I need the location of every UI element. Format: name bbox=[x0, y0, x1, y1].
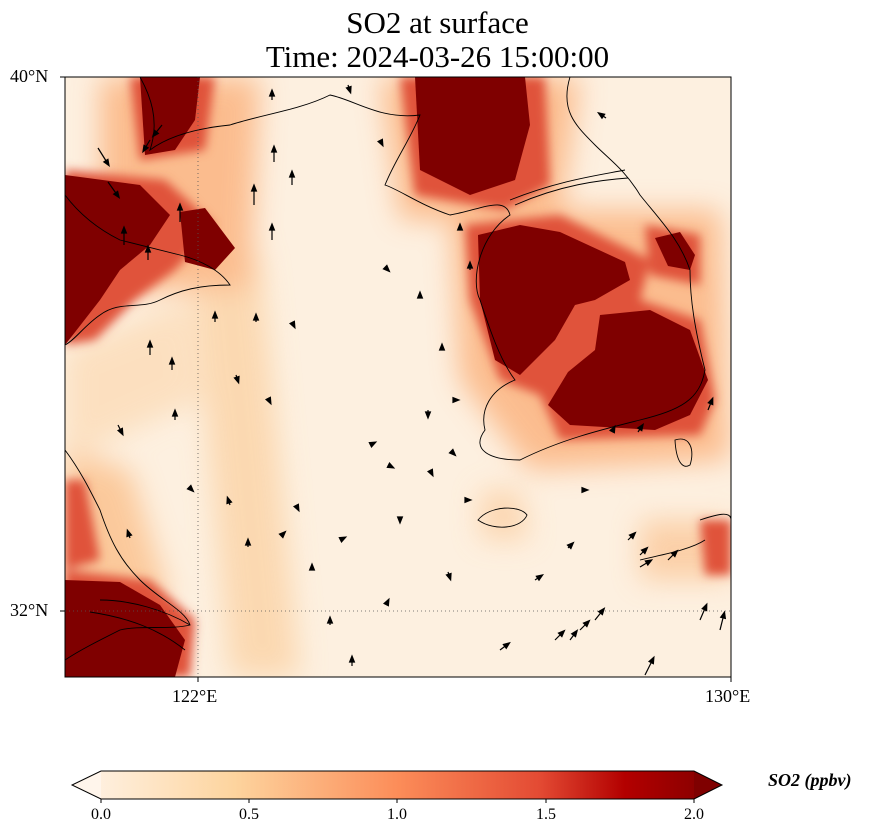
wind-arrow-head bbox=[117, 427, 124, 437]
wind-arrow-head bbox=[582, 619, 591, 628]
wind-arrow-head bbox=[670, 549, 679, 558]
wind-arrow-head bbox=[250, 183, 258, 192]
wind-arrow-head bbox=[268, 88, 276, 97]
wind-arrow-head bbox=[289, 320, 296, 330]
coastlines bbox=[65, 77, 731, 661]
wind-arrow-head bbox=[288, 169, 296, 178]
gridlines bbox=[65, 77, 731, 677]
colorbar-tick-3: 1.5 bbox=[536, 806, 556, 823]
wind-arrow-head bbox=[566, 541, 575, 550]
colorbar-tick-2: 1.0 bbox=[387, 806, 407, 823]
wind-arrow-head bbox=[636, 422, 645, 432]
wind-arrow-head bbox=[456, 222, 464, 231]
wind-arrow-head bbox=[226, 495, 233, 505]
wind-arrow-head bbox=[448, 448, 457, 457]
wind-arrow-head bbox=[535, 573, 545, 582]
wind-arrow-head bbox=[112, 190, 121, 199]
colorbar-tick-1: 0.5 bbox=[239, 806, 259, 823]
colorbar bbox=[70, 770, 724, 803]
wind-arrow-head bbox=[452, 396, 461, 404]
wind-arrow-head bbox=[345, 85, 352, 95]
colorbar-label: SO2 (ppbv) bbox=[768, 770, 852, 790]
wind-arrow-head bbox=[427, 468, 434, 478]
wind-arrow-head bbox=[570, 629, 579, 638]
wind-arrow-head bbox=[416, 290, 424, 299]
wind-arrow-head bbox=[719, 610, 727, 620]
wind-arrow-head bbox=[278, 530, 287, 539]
wind-arrow-head bbox=[701, 602, 708, 612]
wind-arrow-head bbox=[338, 536, 348, 543]
wind-arrow-head bbox=[146, 339, 154, 348]
wind-vectors bbox=[97, 84, 727, 676]
high-so2-regions bbox=[65, 77, 708, 677]
wind-arrow-head bbox=[168, 356, 176, 365]
wind-arrow-head bbox=[383, 597, 390, 607]
wind-arrow-head bbox=[377, 138, 384, 148]
wind-arrow-head bbox=[382, 264, 391, 273]
wind-arrow-head bbox=[102, 158, 110, 168]
lon-label-122e: 122°E bbox=[172, 686, 218, 706]
wind-arrow-head bbox=[120, 225, 128, 234]
map-frame bbox=[64, 76, 732, 678]
wind-arrow-head bbox=[293, 503, 300, 513]
wind-arrow-head bbox=[609, 424, 616, 434]
lon-label-130e: 130°E bbox=[705, 686, 751, 706]
map-title: SO2 at surface Time: 2024-03-26 15:00:00 bbox=[0, 6, 875, 74]
lat-label-40n: 40°N bbox=[10, 66, 49, 86]
wind-arrow-head bbox=[348, 654, 356, 663]
wind-arrow-head bbox=[144, 244, 152, 253]
wind-arrow-head bbox=[466, 260, 474, 269]
wind-arrow-head bbox=[126, 528, 133, 538]
wind-arrow-head bbox=[445, 572, 452, 582]
wind-arrow-head bbox=[186, 484, 195, 493]
lat-label-32n: 32°N bbox=[10, 600, 49, 620]
wind-arrow-head bbox=[438, 342, 446, 351]
wind-arrow-head bbox=[244, 537, 252, 546]
wind-arrow-head bbox=[557, 629, 566, 638]
wind-arrow-head bbox=[502, 641, 511, 650]
wind-arrow-head bbox=[211, 310, 219, 319]
wind-arrow-head bbox=[648, 655, 655, 665]
colorbar-tick-0: 0.0 bbox=[91, 806, 111, 823]
wind-arrow-head bbox=[707, 396, 714, 406]
wind-arrow-head bbox=[596, 111, 606, 120]
wind-arrow-head bbox=[386, 462, 396, 469]
wind-arrow-head bbox=[265, 396, 272, 406]
wind-arrow-head bbox=[233, 375, 240, 385]
wind-arrow-head bbox=[464, 496, 473, 504]
wind-arrow-head bbox=[644, 559, 654, 567]
title-line-1: SO2 at surface bbox=[346, 5, 529, 40]
wind-arrow-head bbox=[581, 486, 590, 494]
wind-arrow-head bbox=[142, 144, 150, 154]
wind-arrow-head bbox=[308, 562, 316, 571]
wind-arrow-head bbox=[628, 531, 637, 540]
wind-arrow-head bbox=[270, 144, 278, 153]
wind-arrow-head bbox=[176, 202, 184, 211]
axis-ticks bbox=[60, 76, 732, 682]
wind-arrow-head bbox=[597, 607, 606, 616]
wind-arrow-head bbox=[640, 546, 649, 555]
wind-arrow-head bbox=[151, 129, 160, 138]
wind-arrow-head bbox=[171, 408, 179, 417]
title-line-2: Time: 2024-03-26 15:00:00 bbox=[265, 39, 610, 74]
wind-arrow-head bbox=[424, 411, 432, 420]
colorbar-tick-4: 2.0 bbox=[684, 806, 704, 823]
wind-arrow-head bbox=[268, 222, 276, 231]
so2-field bbox=[65, 77, 731, 677]
wind-arrow-head bbox=[396, 516, 404, 525]
wind-arrow-head bbox=[326, 615, 334, 624]
wind-arrow-head bbox=[368, 441, 378, 448]
wind-arrow-head bbox=[252, 312, 260, 321]
